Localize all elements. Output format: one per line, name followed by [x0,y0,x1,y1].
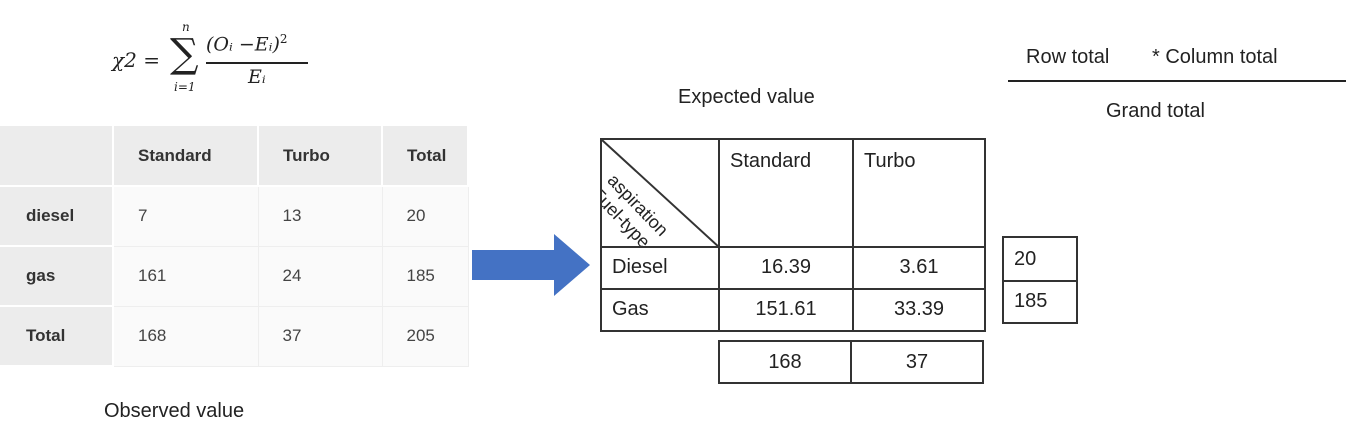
chi-square-formula: χ2 = n ∑ i=1 (Oᵢ −Eᵢ)2 Eᵢ [112,20,332,100]
expected-header-row: aspiration Fuel-type Standard Turbo [600,138,986,248]
formula-denominator: Eᵢ [248,66,266,88]
observed-col-total: Total [382,126,469,187]
row-total-diesel: 20 [1002,236,1078,282]
expected-col-standard: Standard [718,138,854,248]
formula-numerator: (Oᵢ −Eᵢ)2 [206,32,288,56]
right-arrow-icon [472,234,590,296]
table-row: Gas 151.61 33.39 [600,288,986,332]
observed-cell: 168 [113,306,259,367]
observed-cell: 161 [113,246,259,307]
table-row: diesel 7 13 20 [0,186,469,247]
observed-corner-cell [0,126,114,187]
expected-row-label: Gas [600,288,720,332]
expected-cell: 3.61 [852,246,986,290]
expected-table: aspiration Fuel-type Standard Turbo Dies… [600,138,986,332]
table-row: gas 161 24 185 [0,246,469,307]
expected-row-label: Diesel [600,246,720,290]
observed-cell: 37 [258,306,383,367]
observed-row-label: Total [0,306,114,367]
observed-cell: 13 [258,186,383,247]
table-row: Total 168 37 205 [0,306,469,367]
sigma-symbol: ∑ [170,31,199,77]
observed-caption: Observed value [104,400,245,422]
table-row: Diesel 16.39 3.61 [600,246,986,290]
expected-cell: 151.61 [718,288,854,332]
observed-cell: 20 [382,186,469,247]
observed-col-standard: Standard [113,126,259,187]
formula-lower-limit: i=1 [174,80,196,94]
formula-exponent: 2 [279,32,288,46]
expected-col-turbo: Turbo [852,138,986,248]
expected-cell: 16.39 [718,246,854,290]
column-total-turbo: 37 [850,340,984,384]
observed-row-label: diesel [0,186,114,247]
rule-grand-total: Grand total [1106,100,1205,122]
rule-row-total: Row total [1026,46,1110,68]
row-total-gas: 185 [1002,280,1078,324]
observed-cell: 7 [113,186,259,247]
column-total-standard: 168 [718,340,852,384]
observed-cell: 24 [258,246,383,307]
observed-row-label: gas [0,246,114,307]
diagonal-divider [603,141,717,245]
formula-lhs: χ2 = [112,48,160,72]
diagonal-header-cell: aspiration Fuel-type [600,138,720,248]
observed-cell: 205 [382,306,469,367]
observed-table: Standard Turbo Total diesel 7 13 20 gas … [0,126,469,367]
observed-cell: 185 [382,246,469,307]
expected-cell: 33.39 [852,288,986,332]
formula-upper-limit: n [182,20,190,34]
fraction-bar [206,62,308,64]
observed-header-row: Standard Turbo Total [0,126,469,187]
observed-col-turbo: Turbo [258,126,383,187]
rule-column-total: * Column total [1152,46,1278,68]
expected-caption: Expected value [678,86,815,108]
rule-fraction-bar [1008,80,1346,82]
